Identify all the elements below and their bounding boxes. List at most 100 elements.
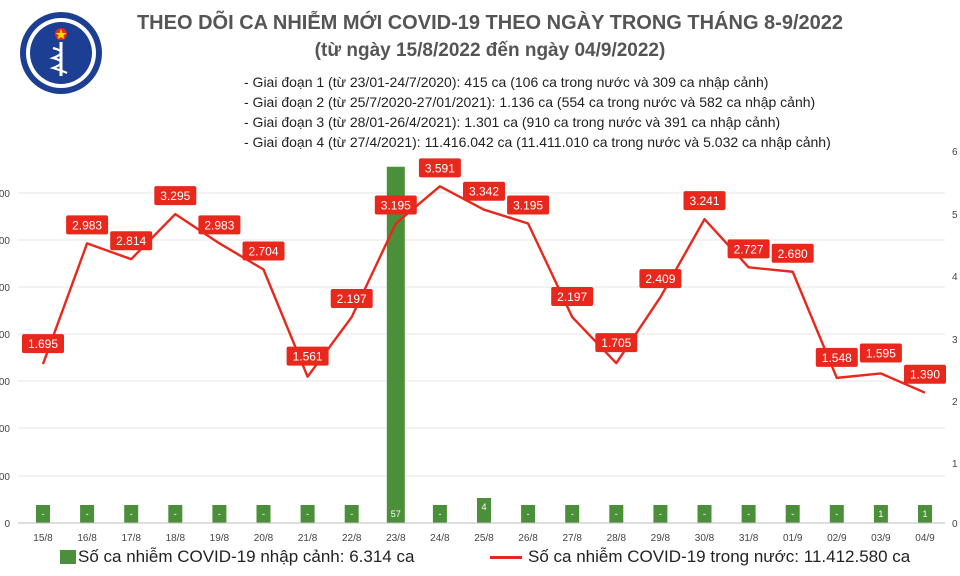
line-label: 3.342 (463, 181, 505, 201)
line-label-box (639, 269, 682, 289)
y-right-tick-label: 3 (952, 335, 958, 346)
bar-data-label: - (174, 509, 177, 519)
stage-item: - Giai đoạn 1 (từ 23/01-24/7/2020): 415 … (244, 74, 769, 90)
bar-data-label: - (615, 509, 618, 519)
line-data-label: 3.591 (425, 161, 455, 175)
stage-item: - Giai đoạn 3 (từ 28/01-26/4/2021): 1.30… (244, 114, 781, 130)
line-data-label: 2.409 (645, 272, 675, 286)
line-data-label: 3.342 (469, 185, 499, 199)
bar-data-label: - (86, 509, 89, 519)
line-label: 3.195 (507, 195, 550, 215)
line-label: 2.814 (110, 231, 153, 251)
y-left-tick-label: 000 (0, 236, 10, 247)
line-label-box (507, 195, 550, 215)
legend-swatch-line (490, 556, 522, 559)
line-data-label: 1.705 (601, 336, 631, 350)
y-right-tick-label: 1 (952, 459, 958, 470)
x-tick-label: 03/9 (871, 533, 891, 544)
bar-data-label: - (262, 509, 265, 519)
x-tick-label: 25/8 (474, 533, 494, 544)
x-tick-label: 19/8 (210, 533, 230, 544)
x-tick-label: 17/8 (121, 533, 141, 544)
x-axis: 15/8 16/8 17/8 18/8 19/8 20/8 21/8 22/8 23/8 24/8… (18, 522, 945, 544)
bar-data-label: 4 (481, 502, 486, 512)
chart-subtitle: (từ ngày 15/8/2022 đến ngày 04/9/2022) (314, 40, 666, 61)
line-label-box (198, 215, 241, 235)
bar (212, 505, 227, 523)
line-data-label: 1.390 (910, 368, 940, 382)
line-label: 1.705 (595, 333, 638, 353)
y-left-tick-label: 000 (0, 472, 10, 483)
line-label: 1.695 (22, 334, 64, 354)
line-data-label: 2.704 (248, 245, 278, 259)
line-label: 2.983 (66, 215, 109, 235)
line-data-label: 1.595 (866, 346, 896, 360)
y-left-tick-label: 000 (0, 283, 10, 294)
x-tick-label: 31/8 (739, 533, 759, 544)
line-label: 1.548 (815, 347, 858, 367)
x-tick-label: 28/8 (607, 533, 627, 544)
y-right-tick-label: 2 (952, 397, 958, 408)
x-tick-label: 30/8 (695, 533, 715, 544)
x-tick-label: 20/8 (254, 533, 274, 544)
line-label: 2.704 (242, 241, 285, 261)
line-label-box (22, 334, 64, 354)
legend-item-imported: Số ca nhiễm COVID-19 nhập cảnh: 6.314 ca (60, 547, 414, 567)
line-data-label: 3.241 (689, 194, 719, 208)
bar (697, 505, 712, 523)
line-label: 3.591 (418, 158, 461, 178)
line-label-box (904, 364, 946, 384)
bar (829, 505, 844, 523)
x-tick-label: 23/8 (386, 533, 406, 544)
y-right-tick-label: 0 (952, 519, 958, 530)
bar (873, 505, 888, 523)
bar (521, 505, 536, 523)
bar-data-label: - (703, 509, 706, 519)
x-tick-label: 15/8 (33, 533, 53, 544)
line-label-box (286, 346, 329, 366)
line-label-box (727, 239, 770, 259)
line-data-label: 2.983 (72, 218, 102, 232)
bar-data-label: 1 (922, 509, 927, 519)
legend-label-domestic: Số ca nhiễm COVID-19 trong nước: 11.412.… (528, 547, 911, 566)
x-tick-label: 26/8 (518, 533, 538, 544)
bar-data-label: - (42, 509, 45, 519)
line-label-box (418, 158, 461, 178)
line-label-box (595, 333, 638, 353)
line-data-label: 3.195 (381, 198, 411, 212)
x-tick-label: 01/9 (783, 533, 803, 544)
y-left-tick-label: 000 (0, 330, 10, 341)
line-data-label: 2.680 (778, 247, 808, 261)
bar (565, 505, 580, 523)
line-label: 2.727 (727, 239, 770, 259)
y-right-tick-label: 5 (952, 210, 958, 221)
line-data-label: 3.295 (160, 189, 190, 203)
x-tick-label: 16/8 (77, 533, 97, 544)
stage-list: - Giai đoạn 1 (từ 23/01-24/7/2020): 415 … (244, 72, 831, 152)
bar-data-label: 57 (391, 509, 401, 519)
bar-data-label: - (527, 509, 530, 519)
line-label-box (859, 343, 902, 363)
line-label-box (374, 195, 417, 215)
legend-swatch-bar (60, 550, 76, 564)
line-data-label: 1.548 (822, 351, 852, 365)
bar-data-label: - (791, 509, 794, 519)
x-tick-label: 21/8 (298, 533, 318, 544)
line-label-box (154, 186, 197, 206)
y-left-tick-label: 000 (0, 424, 10, 435)
y-left-tick-label: 000 (0, 189, 10, 200)
line-data-label: 2.197 (337, 292, 367, 306)
bar (168, 505, 183, 523)
bar-data-label: - (306, 509, 309, 519)
domestic-cases-line (41, 185, 926, 394)
y-axis-left: 0000000000000000000000 (0, 189, 10, 530)
line-data-label: 3.195 (513, 198, 543, 212)
line-label-box (463, 181, 505, 201)
line-label-box (815, 347, 858, 367)
line-label: 3.195 (374, 195, 417, 215)
line-data-label: 2.197 (557, 290, 587, 304)
line-label: 2.197 (330, 289, 373, 309)
bar-series: - - - - - - - - 57 - 4 - - - - - - - - 1 1 (36, 166, 932, 523)
y-left-tick-label: 0 (4, 519, 10, 530)
